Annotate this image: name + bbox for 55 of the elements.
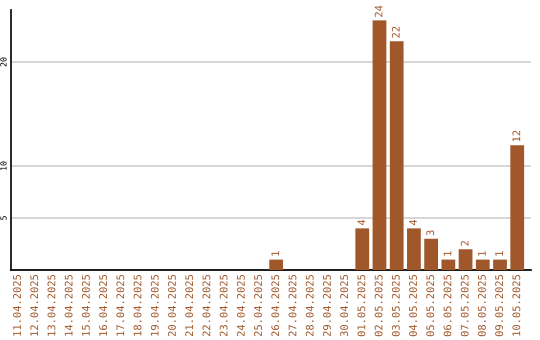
data-label: 12 [512,130,520,142]
x-tick-label: 02.05.2025 [374,275,383,336]
y-tick-label: 20 [0,58,7,66]
x-tick-label: 30.04.2025 [340,275,348,336]
x-tick-label: 15.04.2025 [82,275,90,336]
x-tick-label: 18.04.2025 [134,275,142,336]
bar [510,145,524,270]
bar [458,249,472,270]
x-tick-label: 14.04.2025 [64,275,73,336]
data-label: 24 [374,6,382,17]
bar [407,228,421,270]
bar [372,20,386,270]
x-tick-label: 05.05.2025 [426,275,434,336]
x-tick-label: 10.05.2025 [512,275,520,336]
data-label: 1 [271,251,280,256]
x-tick-label: 12.04.2025 [30,275,38,336]
x-tick-label: 23.04.2025 [220,275,228,336]
y-tick-label: 10 [0,162,7,170]
bar [390,41,404,270]
data-label: 3 [426,230,434,236]
bar [493,260,507,270]
x-tick-label: 03.05.2025 [392,275,400,336]
x-tick-label: 04.05.2025 [409,275,417,336]
data-label: 1 [478,251,486,256]
data-label: 2 [460,241,468,246]
x-tick-label: 29.04.2025 [322,275,331,336]
x-tick-label: 22.04.2025 [202,275,210,336]
x-tick-label: 19.04.2025 [150,275,159,336]
data-label: 1 [495,251,503,256]
bar [355,228,370,270]
data-label: 22 [392,26,400,38]
x-tick-label: 07.05.2025 [460,275,469,336]
x-tick-label: 08.05.2025 [478,275,486,336]
bar [424,238,438,270]
x-tick-label: 06.05.2025 [444,275,452,336]
x-tick-label: 11.04.2025 [13,275,21,336]
data-label: 4 [409,220,417,226]
x-tick-label: 25.04.2025 [254,275,262,336]
x-tick-label: 09.05.2025 [495,275,504,336]
y-tick-label: 5 [0,216,7,220]
x-tick-label: 28.04.2025 [306,275,314,336]
x-tick-label: 13.04.2025 [47,275,56,336]
bar [441,260,456,270]
x-tick-label: 21.04.2025 [185,275,194,336]
data-label: 1 [444,251,452,256]
data-label: 4 [358,220,366,226]
x-tick-label: 16.04.2025 [99,275,108,336]
bar [476,260,490,270]
x-tick-label: 27.04.2025 [288,275,296,336]
x-tick-label: 17.04.2025 [116,275,124,336]
x-tick-label: 20.04.2025 [168,275,176,336]
bar [269,260,284,270]
x-tick-label: 01.05.2025 [357,275,366,336]
x-tick-label: 26.04.2025 [271,275,280,336]
x-tick-label: 24.04.2025 [236,275,245,336]
